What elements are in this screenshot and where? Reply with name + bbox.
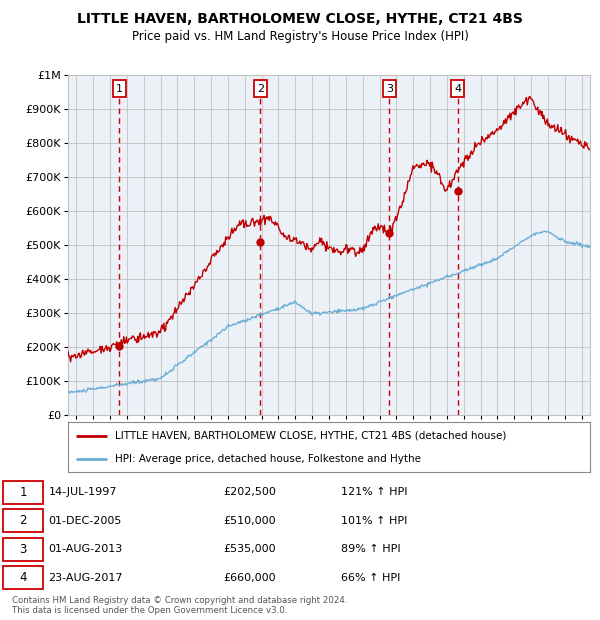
Text: 23-AUG-2017: 23-AUG-2017 [49, 573, 123, 583]
Text: £535,000: £535,000 [224, 544, 276, 554]
Text: LITTLE HAVEN, BARTHOLOMEW CLOSE, HYTHE, CT21 4BS: LITTLE HAVEN, BARTHOLOMEW CLOSE, HYTHE, … [77, 12, 523, 26]
Text: £510,000: £510,000 [224, 516, 276, 526]
Text: 14-JUL-1997: 14-JUL-1997 [49, 487, 117, 497]
Bar [489, 75, 506, 415]
Text: 66% ↑ HPI: 66% ↑ HPI [341, 573, 401, 583]
Text: LITTLE HAVEN, BARTHOLOMEW CLOSE, HYTHE, CT21 4BS (detached house): LITTLE HAVEN, BARTHOLOMEW CLOSE, HYTHE, … [115, 430, 506, 440]
Bar [287, 75, 304, 415]
Text: Contains HM Land Registry data © Crown copyright and database right 2024.
This d: Contains HM Land Registry data © Crown c… [12, 596, 347, 616]
Bar [556, 75, 573, 415]
Bar [506, 75, 523, 415]
Bar [236, 75, 253, 415]
Text: 4: 4 [454, 84, 461, 94]
Bar [539, 75, 556, 415]
Bar [388, 75, 405, 415]
Bar [68, 75, 85, 415]
Text: 2: 2 [19, 514, 27, 527]
Bar [354, 75, 371, 415]
Bar [101, 75, 119, 415]
Bar [186, 75, 203, 415]
Bar [270, 75, 287, 415]
Text: 3: 3 [19, 542, 27, 556]
Text: Price paid vs. HM Land Registry's House Price Index (HPI): Price paid vs. HM Land Registry's House … [131, 30, 469, 43]
Text: 01-DEC-2005: 01-DEC-2005 [49, 516, 122, 526]
Text: 2: 2 [257, 84, 264, 94]
Bar [472, 75, 489, 415]
FancyBboxPatch shape [3, 481, 43, 503]
Text: 1: 1 [116, 84, 123, 94]
Bar [573, 75, 590, 415]
Text: 121% ↑ HPI: 121% ↑ HPI [341, 487, 407, 497]
Text: £202,500: £202,500 [224, 487, 277, 497]
Text: 01-AUG-2013: 01-AUG-2013 [49, 544, 122, 554]
Bar [136, 75, 152, 415]
Bar [203, 75, 220, 415]
Text: HPI: Average price, detached house, Folkestone and Hythe: HPI: Average price, detached house, Folk… [115, 453, 421, 464]
Text: 89% ↑ HPI: 89% ↑ HPI [341, 544, 401, 554]
FancyBboxPatch shape [3, 566, 43, 589]
Bar [119, 75, 136, 415]
Text: 4: 4 [19, 571, 27, 584]
Text: £660,000: £660,000 [224, 573, 276, 583]
Text: 101% ↑ HPI: 101% ↑ HPI [341, 516, 407, 526]
Bar [455, 75, 472, 415]
FancyBboxPatch shape [3, 510, 43, 532]
Bar [439, 75, 455, 415]
Text: 1: 1 [19, 485, 27, 498]
Bar [371, 75, 388, 415]
Bar [152, 75, 169, 415]
Bar [337, 75, 354, 415]
FancyBboxPatch shape [3, 538, 43, 560]
Bar [85, 75, 101, 415]
Bar [523, 75, 539, 415]
Bar [320, 75, 337, 415]
Bar [422, 75, 439, 415]
Bar [220, 75, 236, 415]
Text: 3: 3 [386, 84, 393, 94]
Bar [304, 75, 320, 415]
Bar [253, 75, 270, 415]
Bar [405, 75, 422, 415]
Bar [169, 75, 186, 415]
